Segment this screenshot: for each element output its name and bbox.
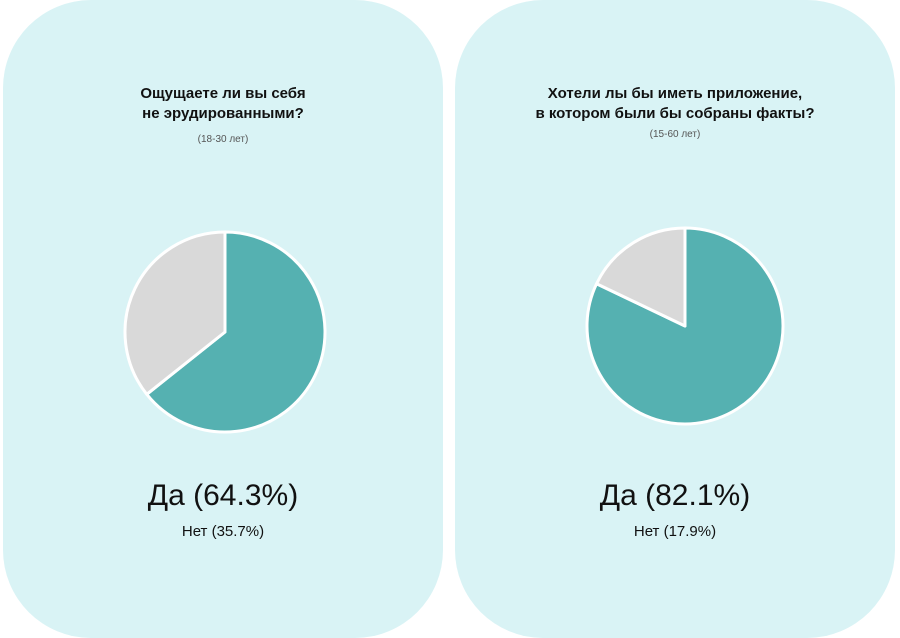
chart-title-line: в котором были бы собраны факты? bbox=[535, 105, 815, 122]
chart-subtitle: (15-60 лет) bbox=[649, 129, 701, 140]
survey-card-erudition: Ощущаете ли вы себя не эрудированными? (… bbox=[3, 0, 443, 638]
no-percentage-label: Нет (35.7%) bbox=[181, 523, 265, 540]
chart-title-line: не эрудированными? bbox=[142, 105, 304, 122]
yes-percentage-label: Да (64.3%) bbox=[147, 479, 299, 512]
pie-slice-no bbox=[595, 226, 687, 328]
chart-title: Хотели лы бы иметь приложение, в котором… bbox=[455, 84, 895, 124]
no-percentage-label: Нет (17.9%) bbox=[633, 523, 717, 540]
chart-subtitle: (18-30 лет) bbox=[197, 134, 249, 145]
pie-slice-yes bbox=[145, 230, 327, 434]
chart-title-line: Ощущаете ли вы себя bbox=[140, 85, 306, 102]
chart-title: Ощущаете ли вы себя не эрудированными? bbox=[3, 84, 443, 124]
survey-card-facts-app: Хотели лы бы иметь приложение, в котором… bbox=[455, 0, 895, 638]
yes-percentage-label: Да (82.1%) bbox=[599, 479, 751, 512]
pie-slice-no bbox=[123, 230, 227, 396]
chart-title-line: Хотели лы бы иметь приложение, bbox=[547, 85, 803, 102]
pie-chart-erudition bbox=[123, 230, 327, 434]
pie-chart-facts-app bbox=[585, 226, 785, 426]
